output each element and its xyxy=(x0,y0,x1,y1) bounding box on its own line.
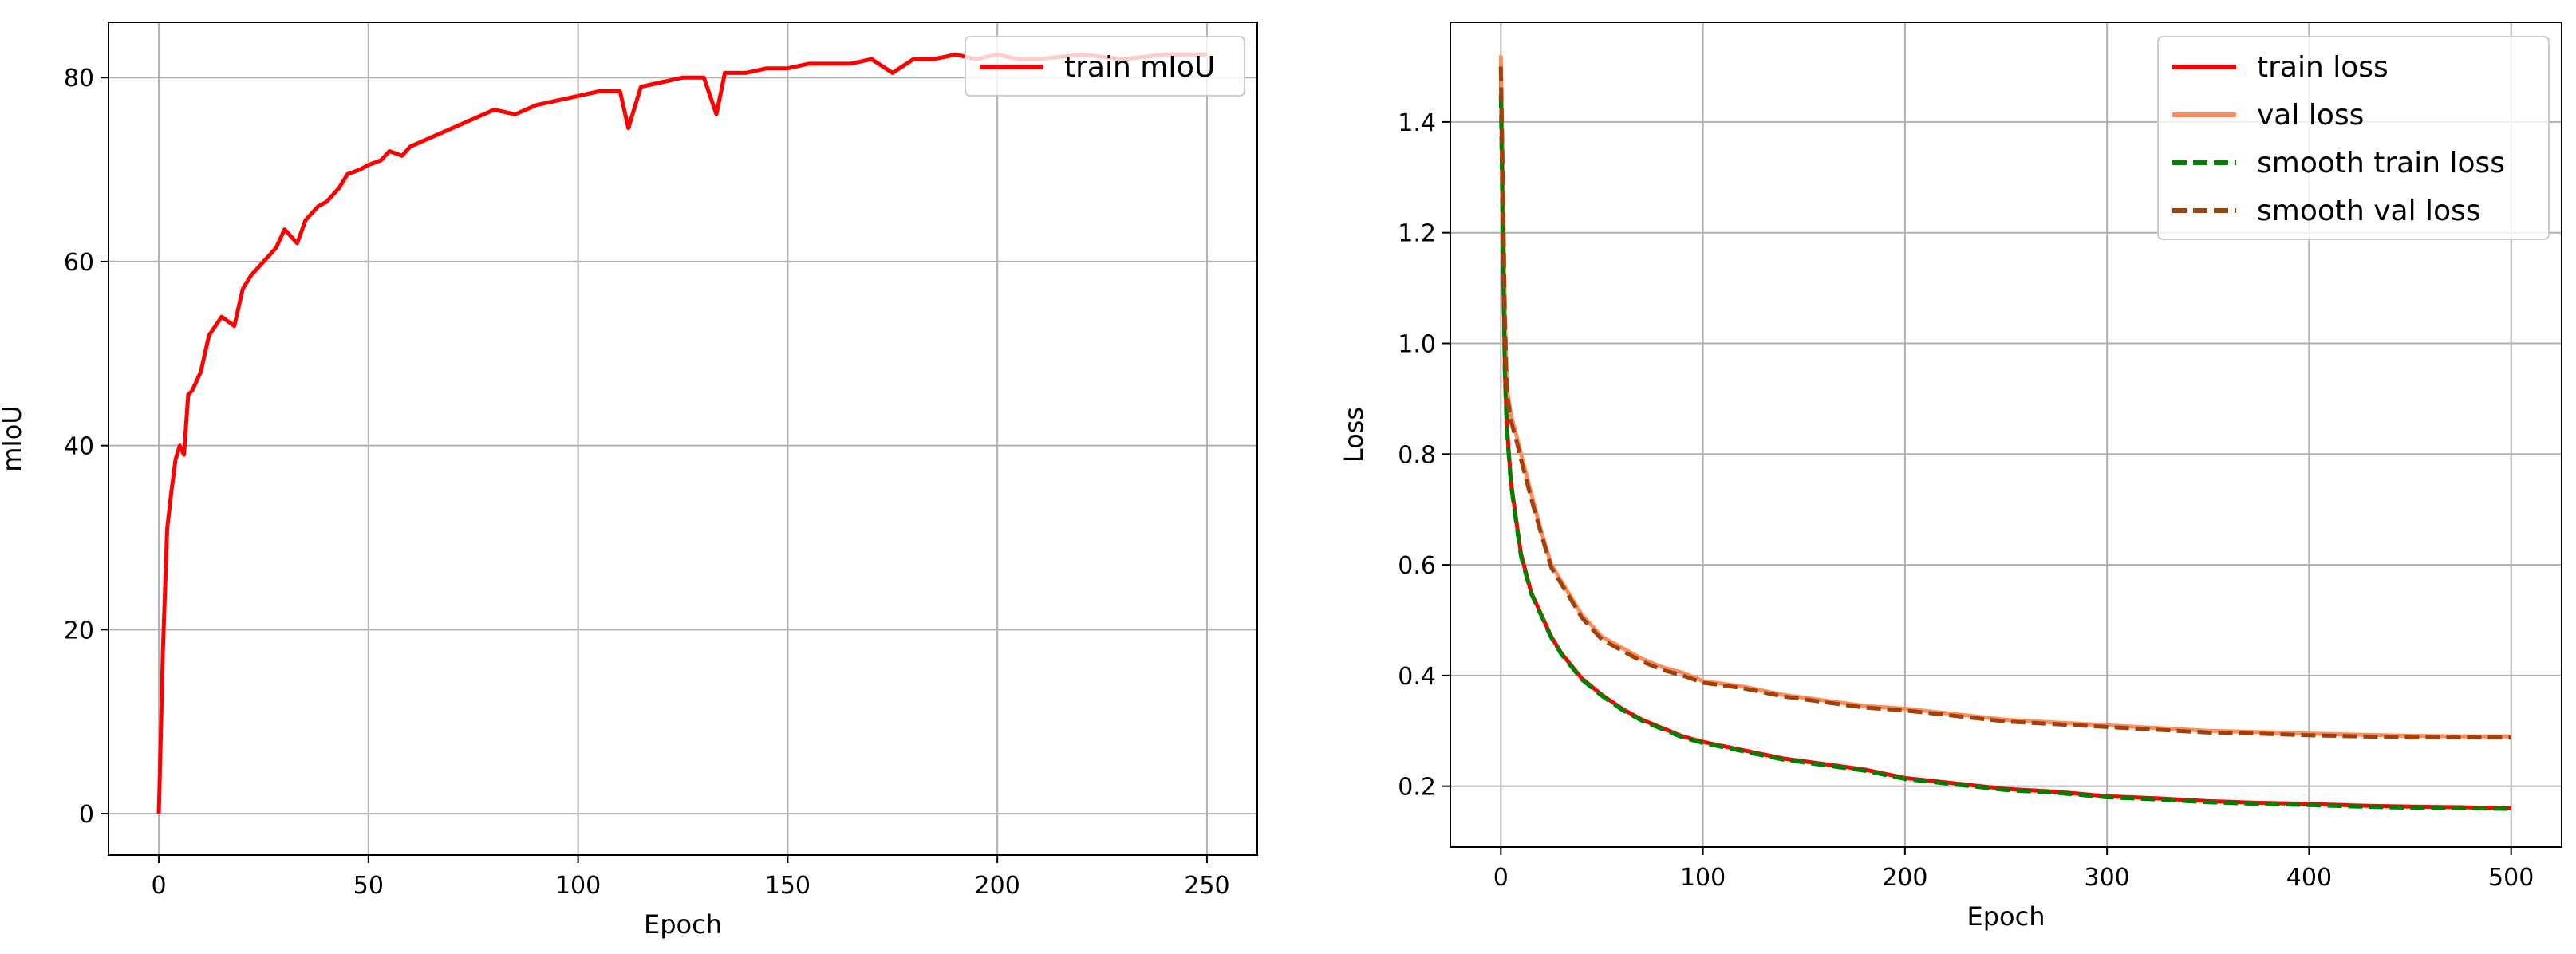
y-tick-label: 20 xyxy=(64,617,94,645)
y-tick-label: 0 xyxy=(79,801,94,829)
x-axis-label: Epoch xyxy=(1967,901,2045,932)
loss-chart: 0 100 200 300 400 500 0.2 0.4 0.6 0.8 1.0 1.2 1.4 Epo… xyxy=(1339,22,2562,932)
y-tick-label: 0.8 xyxy=(1398,441,1436,469)
legend-label-train-loss: train loss xyxy=(2257,51,2389,84)
series-line-smooth-val-loss xyxy=(1498,66,2511,740)
x-tick-label: 100 xyxy=(1680,864,1726,892)
miou-chart: 0 50 100 150 200 250 0 20 40 60 80 Epoch mIoU train m… xyxy=(0,22,1258,940)
y-tick-label: 80 xyxy=(64,65,94,93)
x-tick-label: 50 xyxy=(353,872,384,900)
y-tick-label: 0.6 xyxy=(1398,552,1436,580)
y-tick-label: 0.4 xyxy=(1398,663,1436,691)
legend-label-smooth-train-loss: smooth train loss xyxy=(2257,147,2505,179)
plot-frame xyxy=(108,22,1258,856)
legend-box xyxy=(2157,36,2550,240)
plot-frame xyxy=(1450,22,2562,848)
x-tick-label: 400 xyxy=(2286,864,2332,892)
x-tick-label: 200 xyxy=(1882,864,1927,892)
y-tick-label: 1.4 xyxy=(1398,109,1436,137)
legend-label-train-miou: train mIoU xyxy=(1064,51,1215,84)
y-axis-label: Loss xyxy=(1339,407,1369,463)
y-tick-label: 1.0 xyxy=(1398,330,1436,358)
loss-chart-panel: 0 100 200 300 400 500 0.2 0.4 0.6 0.8 1.0 1.2 1.4 Epo… xyxy=(1288,0,2576,954)
y-tick-label: 40 xyxy=(64,433,94,461)
legend-label-val-loss: val loss xyxy=(2257,99,2364,132)
x-tick-label: 250 xyxy=(1184,872,1229,900)
x-tick-label: 150 xyxy=(765,872,811,900)
series-line-train-miou xyxy=(156,52,1207,814)
x-tick-label: 100 xyxy=(555,872,601,900)
x-axis-label: Epoch xyxy=(644,909,722,940)
legend-label-smooth-val-loss: smooth val loss xyxy=(2257,195,2481,227)
x-tick-label: 500 xyxy=(2488,864,2534,892)
y-tick-label: 0.2 xyxy=(1398,774,1436,802)
series-line-smooth-train-loss xyxy=(1498,94,2511,811)
y-axis-label: mIoU xyxy=(0,405,27,472)
y-tick-label: 60 xyxy=(64,249,94,277)
miou-chart-panel: 0 50 100 150 200 250 0 20 40 60 80 Epoch mIoU train m… xyxy=(0,22,1258,940)
legend-box xyxy=(965,36,1245,97)
x-tick-label: 300 xyxy=(2085,864,2130,892)
x-tick-label: 200 xyxy=(975,872,1020,900)
x-tick-label: 0 xyxy=(152,872,167,900)
y-tick-label: 1.2 xyxy=(1398,220,1436,248)
x-tick-label: 0 xyxy=(1493,864,1509,892)
